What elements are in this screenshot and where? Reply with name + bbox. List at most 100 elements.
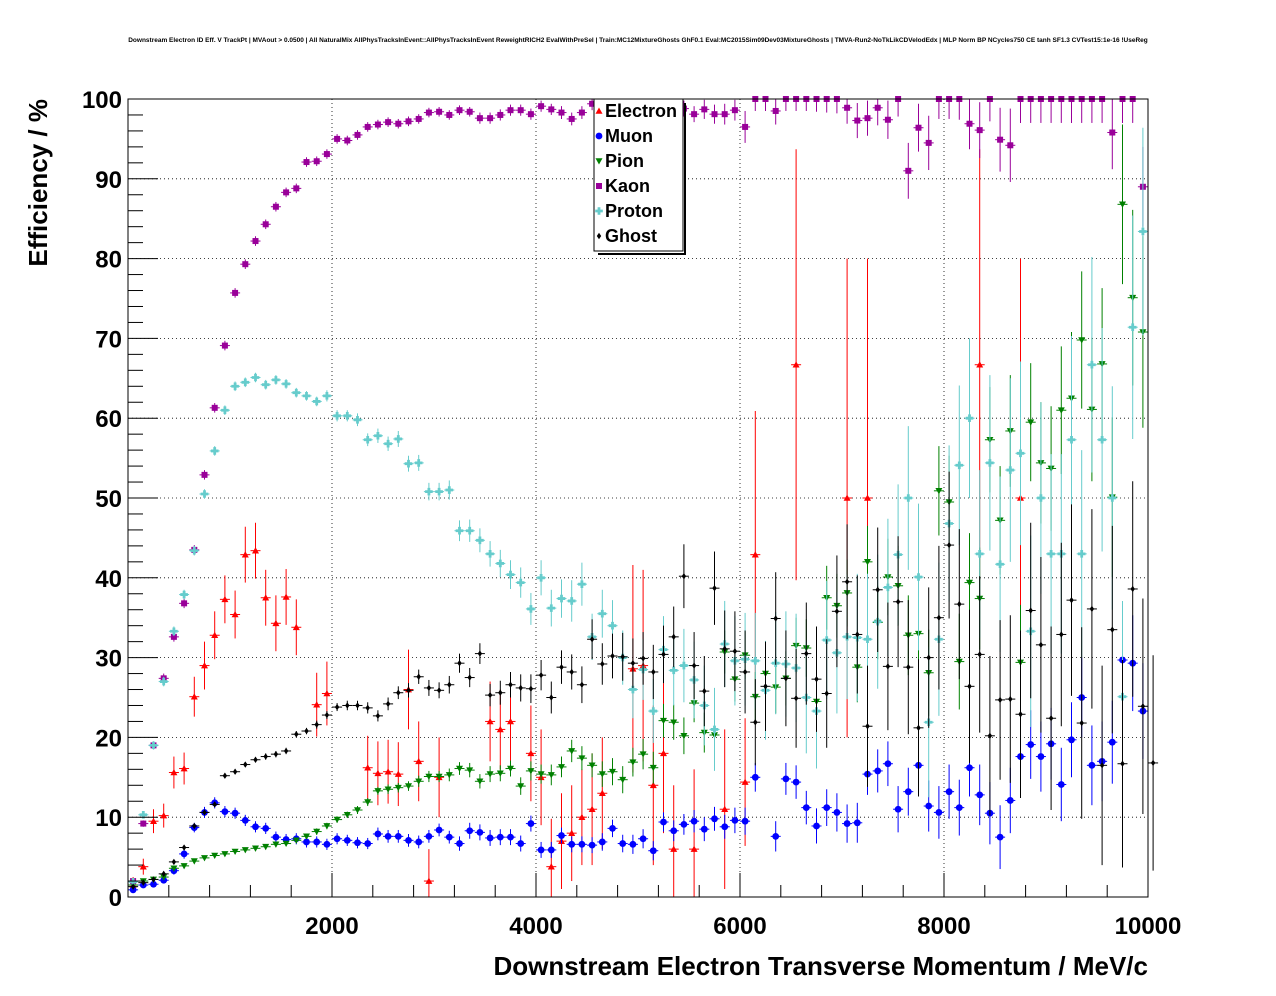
point-proton-marker <box>486 550 494 558</box>
y-axis-title: Efficiency / % <box>23 99 53 267</box>
point-pion <box>423 770 434 783</box>
point-proton-marker <box>261 380 270 389</box>
point-ghost <box>1097 665 1108 866</box>
point-kaon <box>709 104 720 124</box>
point-ghost <box>770 572 781 665</box>
point-muon-marker <box>772 832 780 840</box>
point-pion-marker <box>272 841 280 848</box>
point-pion <box>617 766 628 794</box>
point-pion <box>270 841 281 848</box>
point-kaon-marker <box>252 238 259 245</box>
point-proton <box>1005 378 1016 562</box>
point-kaon-marker <box>578 109 585 116</box>
point-muon-marker <box>486 834 494 842</box>
point-ghost-marker <box>936 614 942 621</box>
point-proton-marker <box>649 707 658 715</box>
point-kaon-marker <box>589 100 596 107</box>
point-proton-marker <box>955 461 964 470</box>
point-muon-marker <box>415 838 423 846</box>
point-pion-marker <box>670 719 678 726</box>
point-ghost <box>1025 522 1036 699</box>
point-muon <box>658 812 669 832</box>
point-muon-marker <box>272 833 280 841</box>
point-kaon <box>301 157 312 167</box>
point-ghost-marker <box>640 655 646 662</box>
point-proton-marker <box>751 656 760 665</box>
point-muon <box>872 749 883 793</box>
point-pion <box>464 762 475 778</box>
point-pion <box>413 775 424 787</box>
point-electron-marker <box>670 845 678 852</box>
y-tick-label: 30 <box>95 646 122 673</box>
point-proton <box>434 482 445 501</box>
point-ghost <box>311 720 322 729</box>
point-muon-marker <box>466 827 474 835</box>
point-ghost <box>780 630 791 727</box>
point-electron <box>148 809 159 834</box>
point-kaon <box>230 288 241 298</box>
point-electron-marker <box>741 778 749 785</box>
point-proton <box>954 385 965 546</box>
point-kaon-marker <box>293 185 300 192</box>
point-kaon <box>923 115 934 171</box>
point-proton <box>209 446 220 456</box>
point-ghost <box>1076 627 1087 819</box>
point-muon-marker <box>823 804 831 812</box>
point-proton <box>362 433 373 447</box>
point-ghost <box>638 632 649 685</box>
point-ghost-marker <box>1038 641 1044 649</box>
point-kaon <box>913 103 924 152</box>
point-proton-marker <box>180 590 188 599</box>
point-proton-marker <box>282 380 290 388</box>
point-ghost <box>1046 626 1057 811</box>
point-muon <box>250 821 261 833</box>
point-muon <box>882 741 893 787</box>
point-pion-marker <box>262 843 270 851</box>
point-kaon <box>546 103 557 115</box>
point-muon-marker <box>598 838 606 846</box>
point-ghost <box>964 609 975 763</box>
point-pion <box>219 851 230 858</box>
point-proton-marker <box>149 741 158 750</box>
point-muon <box>995 805 1006 870</box>
point-ghost <box>709 551 720 625</box>
point-ghost-marker <box>355 702 360 709</box>
point-ghost-marker <box>712 584 717 592</box>
point-muon-marker <box>690 817 698 825</box>
point-pion <box>209 852 220 860</box>
point-proton-marker <box>1128 323 1137 332</box>
point-pion <box>1076 271 1087 409</box>
legend-kaon-label: Kaon <box>605 176 650 196</box>
point-electron-marker <box>507 717 514 725</box>
point-pion <box>301 833 312 840</box>
point-kaon <box>199 470 210 480</box>
point-kaon <box>485 112 496 124</box>
point-pion-marker <box>394 784 402 792</box>
point-ghost <box>995 620 1006 780</box>
point-pion-marker <box>333 816 341 824</box>
point-electron <box>791 149 802 581</box>
point-proton <box>321 390 332 402</box>
point-muon <box>495 829 506 846</box>
point-pion <box>525 761 536 781</box>
point-ghost-marker <box>793 695 799 702</box>
legend-ghost-label: Ghost <box>605 226 657 246</box>
point-ghost-marker <box>396 689 401 696</box>
point-muon-marker <box>894 805 902 813</box>
point-proton <box>383 436 394 451</box>
point-proton-marker <box>986 459 994 467</box>
point-muon <box>903 767 914 816</box>
point-muon-marker <box>639 835 647 843</box>
point-proton <box>1127 215 1138 439</box>
point-electron <box>658 673 669 834</box>
point-electron-marker <box>792 361 800 368</box>
point-ghost <box>230 768 241 775</box>
point-ghost <box>250 756 261 763</box>
point-electron-marker <box>425 877 433 884</box>
point-proton <box>311 396 322 407</box>
point-kaon <box>434 106 445 117</box>
point-ghost-marker <box>773 615 778 622</box>
grid <box>128 99 1148 897</box>
point-muon <box>1066 702 1077 778</box>
point-muon-marker <box>853 819 861 827</box>
